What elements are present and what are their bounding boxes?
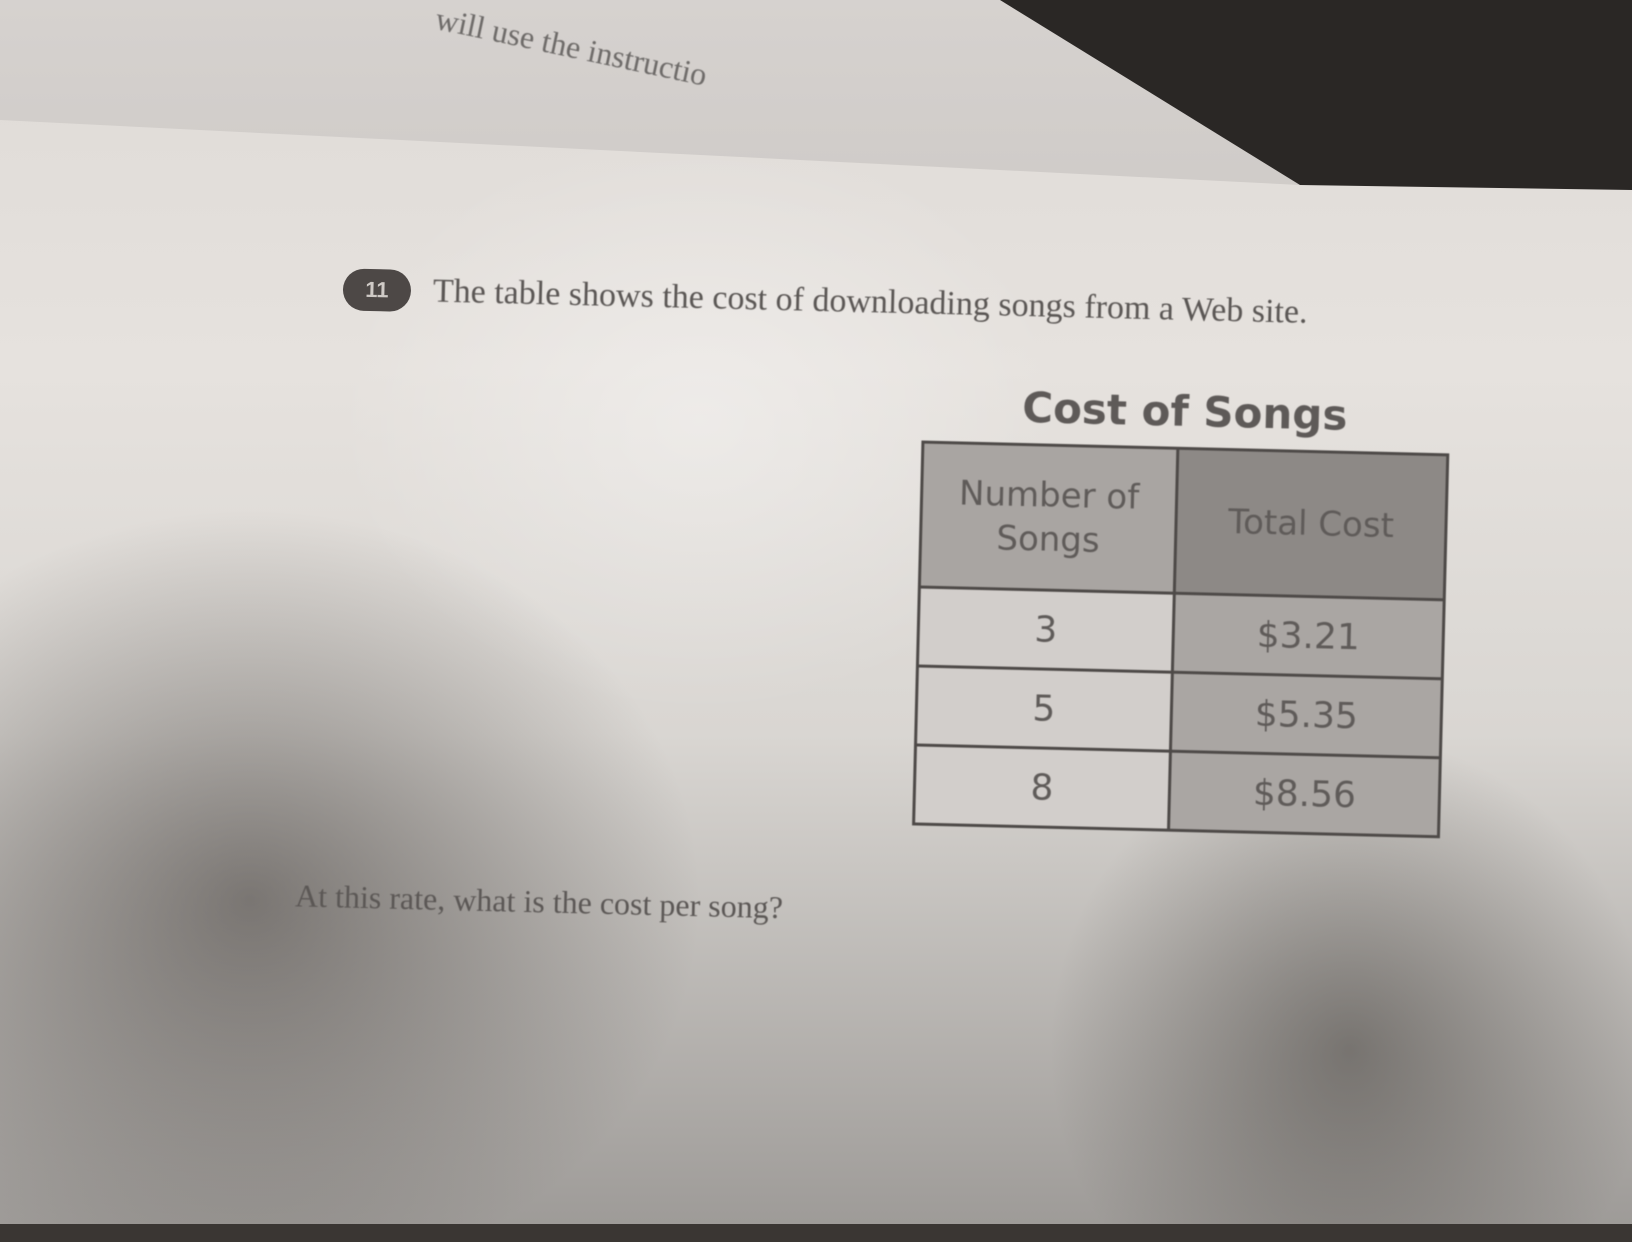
question-stem: The table shows the cost of downloading … bbox=[432, 272, 1308, 331]
cost-cell: $8.56 bbox=[1168, 751, 1441, 837]
cost-cell: $5.35 bbox=[1170, 672, 1443, 758]
header-number-of-songs: Number of Songs bbox=[919, 442, 1178, 594]
question-prompt: At this rate, what is the cost per song? bbox=[294, 877, 784, 926]
cost-table: Number of Songs Total Cost 3 $3.21 5 $5.… bbox=[912, 441, 1449, 839]
table-row: 8 $8.56 bbox=[913, 744, 1441, 837]
table-row: 5 $5.35 bbox=[915, 665, 1443, 758]
table-row: 3 $3.21 bbox=[917, 586, 1445, 679]
header-total-cost: Total Cost bbox=[1174, 448, 1448, 600]
shadow bbox=[0, 300, 900, 1224]
cost-cell: $3.21 bbox=[1172, 593, 1445, 679]
songs-cell: 8 bbox=[913, 744, 1171, 831]
songs-cell: 3 bbox=[917, 586, 1175, 673]
question-number-badge: 11 bbox=[342, 268, 412, 312]
table-title: Cost of Songs bbox=[1021, 382, 1349, 440]
songs-cell: 5 bbox=[915, 665, 1173, 752]
table-header-row: Number of Songs Total Cost bbox=[919, 442, 1448, 600]
